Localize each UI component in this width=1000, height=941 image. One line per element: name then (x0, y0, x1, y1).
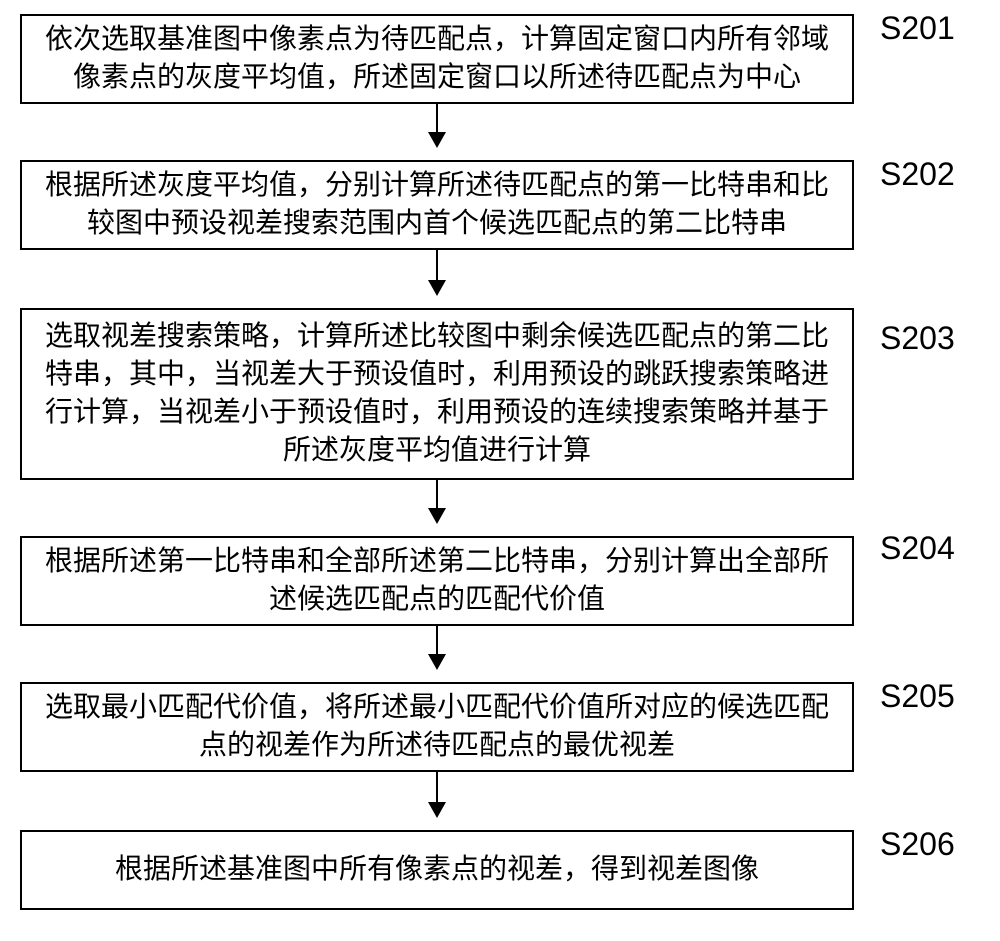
step-label-s204: S204 (880, 530, 955, 567)
arrow-s202-s203 (436, 250, 438, 294)
arrow-s205-s206 (436, 772, 438, 816)
step-text: 依次选取基准图中像素点为待匹配点，计算固定窗口内所有邻域像素点的灰度平均值，所述… (38, 21, 836, 97)
step-text: 根据所述灰度平均值，分别计算所述待匹配点的第一比特串和比较图中预设视差搜索范围内… (38, 167, 836, 243)
step-text: 根据所述基准图中所有像素点的视差，得到视差图像 (115, 851, 759, 889)
step-label-s206: S206 (880, 826, 955, 863)
step-box-s201: 依次选取基准图中像素点为待匹配点，计算固定窗口内所有邻域像素点的灰度平均值，所述… (20, 14, 854, 104)
step-box-s205: 选取最小匹配代价值，将所述最小匹配代价值所对应的候选匹配点的视差作为所述待匹配点… (20, 682, 854, 772)
step-label-s205: S205 (880, 678, 955, 715)
step-label-s201: S201 (880, 10, 955, 47)
arrow-s201-s202 (436, 104, 438, 146)
step-box-s203: 选取视差搜索策略，计算所述比较图中剩余候选匹配点的第二比特串，其中，当视差大于预… (20, 308, 854, 480)
flowchart-canvas: 依次选取基准图中像素点为待匹配点，计算固定窗口内所有邻域像素点的灰度平均值，所述… (0, 0, 1000, 941)
step-box-s204: 根据所述第一比特串和全部所述第二比特串，分别计算出全部所述候选匹配点的匹配代价值 (20, 536, 854, 626)
step-text: 选取最小匹配代价值，将所述最小匹配代价值所对应的候选匹配点的视差作为所述待匹配点… (38, 689, 836, 765)
step-label-s202: S202 (880, 156, 955, 193)
arrow-s204-s205 (436, 626, 438, 668)
step-text: 根据所述第一比特串和全部所述第二比特串，分别计算出全部所述候选匹配点的匹配代价值 (38, 543, 836, 619)
step-text: 选取视差搜索策略，计算所述比较图中剩余候选匹配点的第二比特串，其中，当视差大于预… (38, 318, 836, 469)
step-box-s206: 根据所述基准图中所有像素点的视差，得到视差图像 (20, 830, 854, 910)
step-label-s203: S203 (880, 320, 955, 357)
arrow-s203-s204 (436, 480, 438, 522)
step-box-s202: 根据所述灰度平均值，分别计算所述待匹配点的第一比特串和比较图中预设视差搜索范围内… (20, 160, 854, 250)
